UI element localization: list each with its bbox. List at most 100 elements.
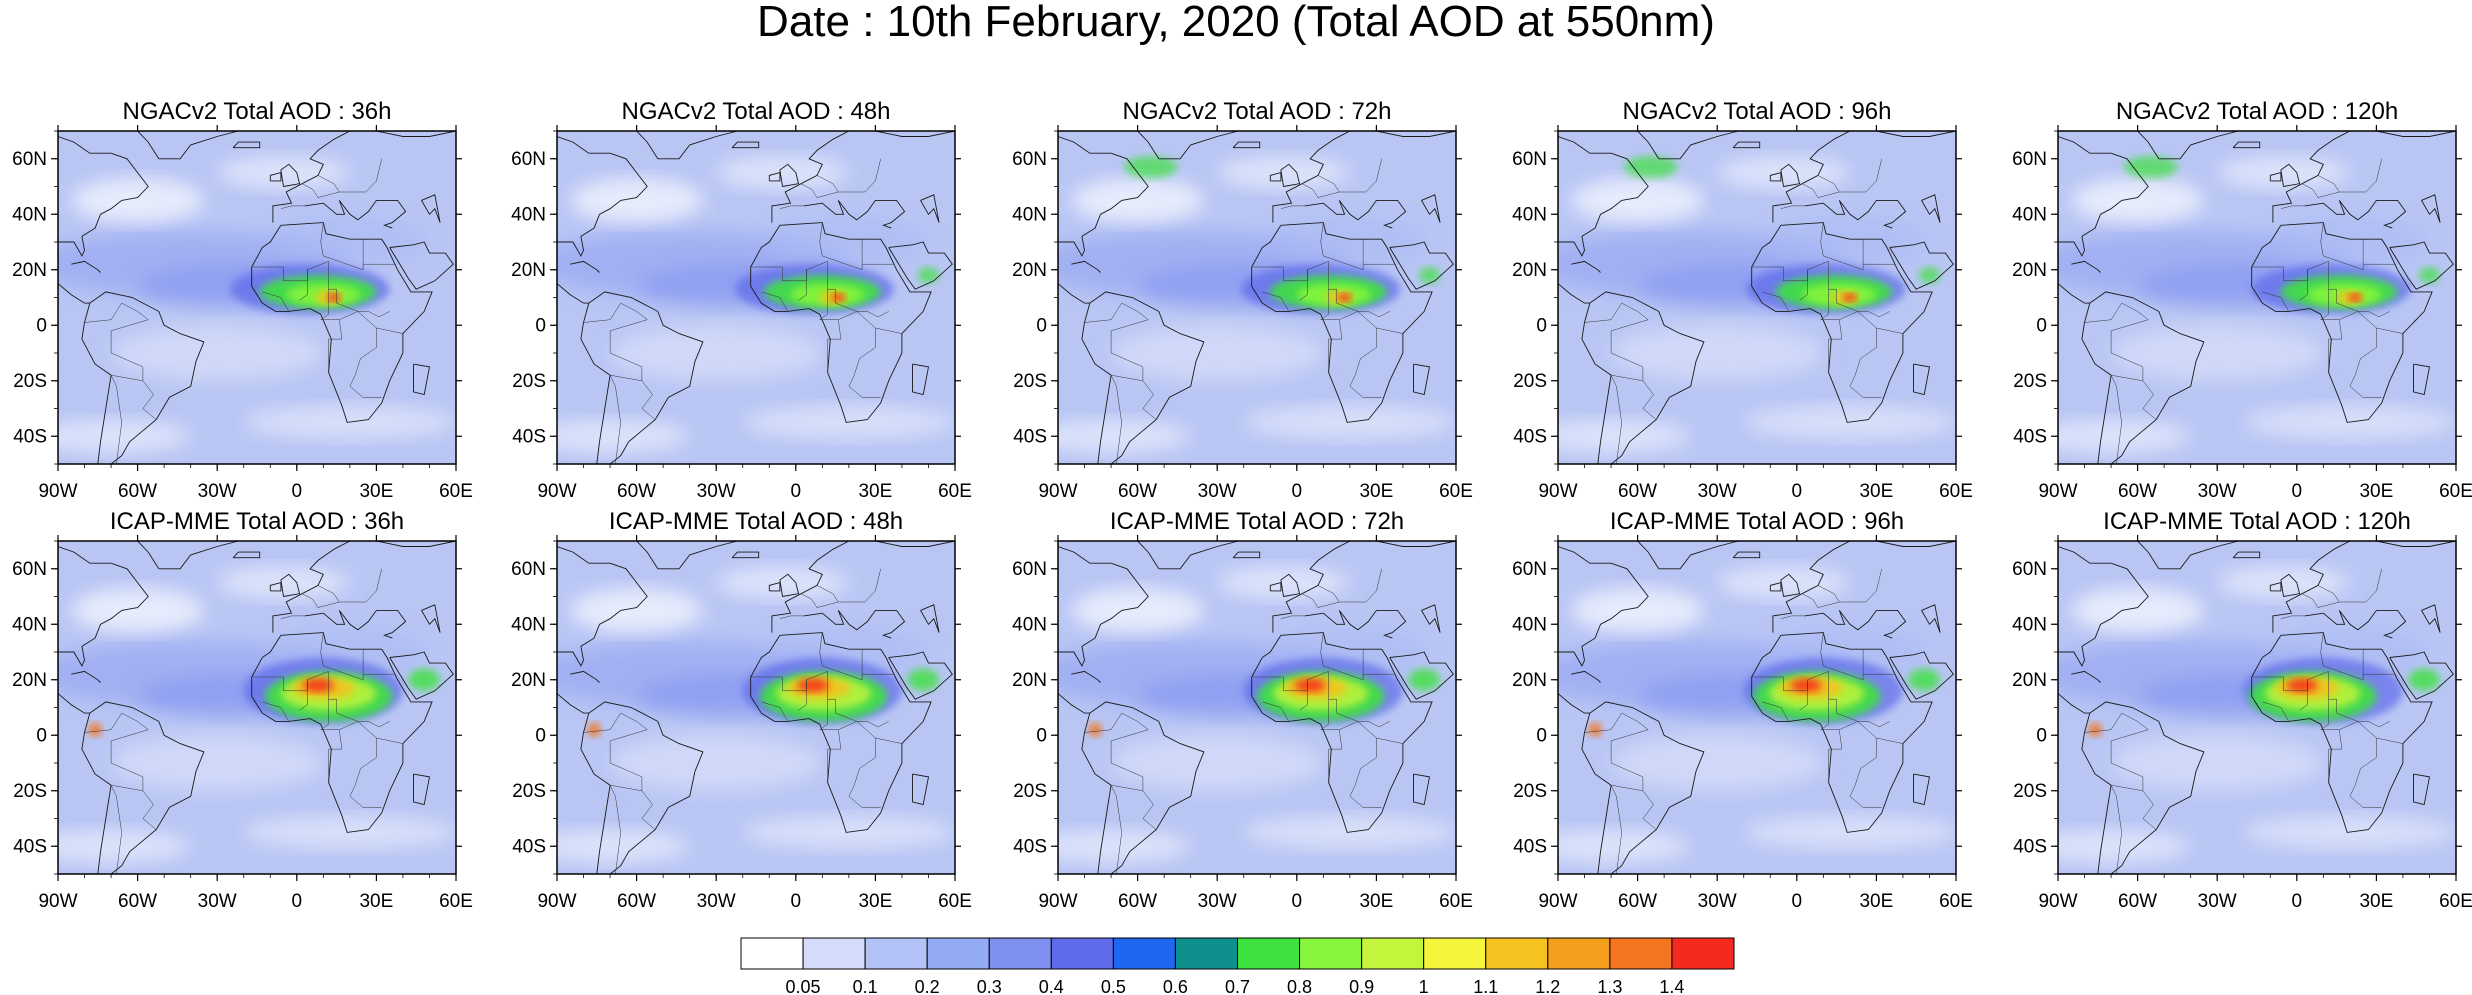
- country-border: [2339, 721, 2382, 808]
- coastline: [1751, 222, 1933, 423]
- coastline: [1251, 222, 1433, 423]
- x-tick-label: 30E: [2359, 891, 2393, 910]
- panel-title: NGACv2 Total AOD : 36h: [122, 98, 391, 125]
- country-border: [875, 737, 902, 744]
- map-panel: ICAP-MME Total AOD : 48h 90W 60W 30W 0 30E 60E…: [511, 508, 972, 910]
- coastline: [750, 222, 932, 423]
- colorbar-swatch: [1112, 937, 1176, 970]
- coastline: [912, 363, 930, 396]
- country-border: [1610, 375, 1622, 464]
- coastline: [1058, 693, 1090, 714]
- x-tick-label: 30E: [359, 481, 393, 502]
- aod-plume: [1124, 155, 1178, 179]
- y-tick-label: 40N: [12, 614, 47, 635]
- x-tick-label: 90W: [38, 891, 77, 910]
- y-tick-label: 20N: [1012, 260, 1047, 281]
- y-tick-label: 60N: [12, 149, 47, 170]
- country-border: [800, 175, 839, 198]
- coastline: [1058, 136, 1149, 257]
- country-border: [1610, 311, 1649, 381]
- coastline: [803, 199, 906, 229]
- aod-plume: [2348, 293, 2362, 302]
- coastline: [1421, 194, 1441, 223]
- country-borders: [2084, 158, 2403, 464]
- y-tick-label: 20N: [511, 260, 546, 281]
- x-tick-label: 30E: [1359, 891, 1393, 910]
- country-border: [319, 289, 343, 373]
- y-tick-label: 20N: [1512, 670, 1547, 691]
- coastline: [1058, 546, 1149, 667]
- country-border: [1780, 205, 1805, 209]
- country-border: [320, 222, 364, 271]
- aod-plume: [797, 678, 829, 693]
- y-tick-label: 20S: [13, 781, 47, 802]
- y-tick-label: 40S: [2013, 836, 2047, 857]
- aod-plume: [1111, 325, 1324, 381]
- country-border: [838, 721, 881, 808]
- aod-plume: [2217, 155, 2350, 190]
- coastline: [136, 131, 239, 160]
- coastline: [2071, 260, 2101, 273]
- colorbar-label: 0.7: [1225, 977, 1250, 995]
- x-tick-label: 30W: [2198, 891, 2237, 910]
- y-tick-label: 40S: [512, 426, 546, 447]
- y-tick-label: 60N: [12, 559, 47, 580]
- aod-plume: [1058, 829, 1191, 863]
- coastline: [920, 194, 940, 223]
- y-tick-label: 40S: [2013, 426, 2047, 447]
- country-border: [1820, 222, 1864, 271]
- coastline: [912, 773, 930, 806]
- aod-plume: [1058, 419, 1191, 453]
- country-border: [838, 568, 881, 603]
- aod-plume: [408, 668, 441, 691]
- country-border: [1611, 374, 1657, 420]
- coastline: [557, 693, 589, 714]
- x-tick-label: 0: [791, 891, 802, 910]
- map-panel: NGACv2 Total AOD : 72h 90W 60W 30W 0 30E 60E 60…: [1012, 98, 1473, 502]
- aod-plume: [327, 293, 341, 302]
- coastline: [2421, 194, 2441, 223]
- coastline: [1558, 283, 1590, 304]
- country-border: [609, 721, 648, 791]
- panel-title: NGACv2 Total AOD : 96h: [1622, 98, 1891, 125]
- colorbar-label: 0.3: [977, 977, 1002, 995]
- country-border: [2339, 311, 2382, 398]
- country-border: [320, 632, 364, 681]
- x-tick-label: 30W: [198, 891, 237, 910]
- coastline: [1232, 141, 1261, 149]
- aod-plume: [1217, 565, 1350, 600]
- country-border: [779, 615, 804, 619]
- coastlines: [2058, 131, 2456, 464]
- country-borders: [583, 158, 902, 464]
- country-border: [1320, 222, 1364, 271]
- aod-field: [1058, 541, 1456, 874]
- colorbar-swatch: [1299, 937, 1363, 970]
- country-borders: [84, 158, 403, 464]
- coastline: [570, 260, 600, 273]
- coastline: [1769, 172, 1782, 182]
- country-border: [1801, 585, 1840, 608]
- coastline: [136, 541, 239, 570]
- x-tick-label: 30E: [1859, 891, 1893, 910]
- country-border: [2262, 291, 2290, 312]
- country-border: [1611, 784, 1657, 830]
- coastline: [2058, 693, 2090, 714]
- y-tick-label: 0: [36, 725, 47, 746]
- country-border: [339, 568, 382, 603]
- aod-plume: [1843, 293, 1857, 302]
- coastline: [1913, 773, 1931, 806]
- coastline: [1058, 283, 1090, 304]
- country-borders: [2084, 568, 2403, 874]
- aod-plume: [2418, 266, 2441, 284]
- y-tick-label: 40N: [1512, 204, 1547, 225]
- coastline: [304, 609, 407, 639]
- coastline: [1804, 609, 1907, 639]
- coastline: [413, 773, 431, 806]
- y-tick-label: 40S: [1513, 426, 1547, 447]
- coastline: [232, 141, 261, 149]
- x-tick-label: 30W: [198, 481, 237, 502]
- country-border: [280, 615, 305, 619]
- x-tick-label: 30W: [697, 891, 736, 910]
- y-tick-label: 0: [535, 725, 546, 746]
- country-border: [2339, 568, 2382, 603]
